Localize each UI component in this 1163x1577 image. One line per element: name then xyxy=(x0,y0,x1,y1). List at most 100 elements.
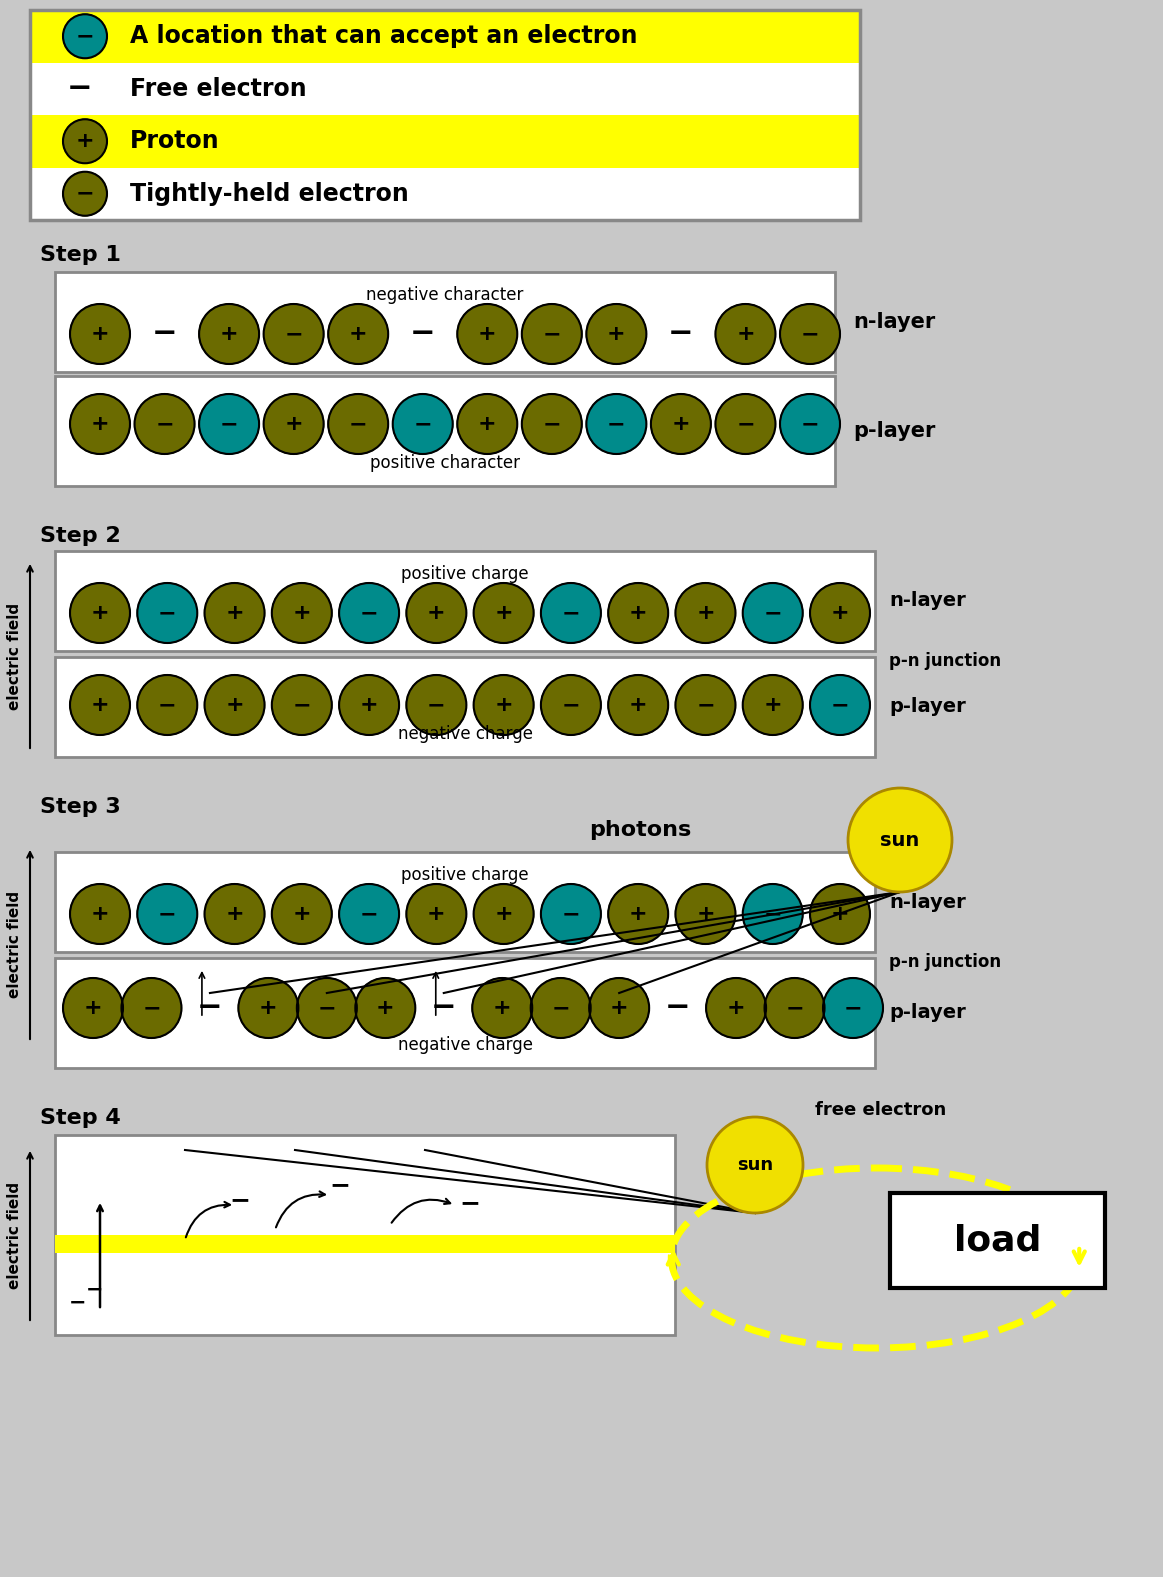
Text: −: − xyxy=(431,994,457,1022)
Circle shape xyxy=(272,675,331,735)
Circle shape xyxy=(541,885,601,945)
Bar xyxy=(55,271,835,372)
Text: −: − xyxy=(413,415,431,434)
Circle shape xyxy=(340,885,399,945)
Text: +: + xyxy=(607,323,626,344)
Text: +: + xyxy=(736,323,755,344)
Text: −: − xyxy=(158,904,177,924)
Circle shape xyxy=(70,304,130,364)
Bar xyxy=(30,115,859,167)
Text: +: + xyxy=(76,131,94,151)
Circle shape xyxy=(340,675,399,735)
Text: −: − xyxy=(359,602,378,623)
Text: −: − xyxy=(736,415,755,434)
Circle shape xyxy=(743,885,802,945)
Circle shape xyxy=(199,394,259,454)
Circle shape xyxy=(809,675,870,735)
Circle shape xyxy=(651,394,711,454)
Text: +: + xyxy=(349,323,368,344)
Text: Tightly-held electron: Tightly-held electron xyxy=(130,181,408,205)
Circle shape xyxy=(541,583,601,643)
Circle shape xyxy=(780,394,840,454)
Text: +: + xyxy=(697,904,715,924)
Text: −: − xyxy=(317,998,336,1019)
Text: −: − xyxy=(800,323,819,344)
Bar xyxy=(55,1235,675,1254)
Text: −: − xyxy=(562,904,580,924)
Text: +: + xyxy=(494,904,513,924)
Circle shape xyxy=(135,394,194,454)
Circle shape xyxy=(530,978,591,1038)
Circle shape xyxy=(70,885,130,945)
Text: +: + xyxy=(284,415,302,434)
Circle shape xyxy=(137,583,198,643)
Text: negative charge: negative charge xyxy=(398,725,533,743)
Text: −: − xyxy=(697,695,715,714)
Bar xyxy=(55,957,875,1068)
Text: −: − xyxy=(785,998,804,1019)
Text: +: + xyxy=(671,415,690,434)
Text: −: − xyxy=(142,998,160,1019)
Text: −: − xyxy=(155,415,173,434)
Text: +: + xyxy=(830,602,849,623)
Text: −: − xyxy=(542,415,561,434)
Circle shape xyxy=(590,978,649,1038)
Circle shape xyxy=(406,583,466,643)
Text: n-layer: n-layer xyxy=(889,893,965,912)
Text: n-layer: n-layer xyxy=(889,591,965,610)
Circle shape xyxy=(70,675,130,735)
Text: +: + xyxy=(91,602,109,623)
Text: −: − xyxy=(562,695,580,714)
Text: +: + xyxy=(609,998,628,1019)
Circle shape xyxy=(743,583,802,643)
Circle shape xyxy=(780,304,840,364)
Text: +: + xyxy=(493,998,512,1019)
Text: positive charge: positive charge xyxy=(401,866,529,885)
Text: −: − xyxy=(229,1187,250,1213)
Text: −: − xyxy=(843,998,862,1019)
Text: −: − xyxy=(198,994,222,1022)
Circle shape xyxy=(238,978,299,1038)
Circle shape xyxy=(472,978,533,1038)
Circle shape xyxy=(848,788,952,893)
Bar xyxy=(55,1135,675,1336)
Circle shape xyxy=(328,304,388,364)
Circle shape xyxy=(63,14,107,58)
Text: −: − xyxy=(607,415,626,434)
Circle shape xyxy=(715,394,776,454)
Circle shape xyxy=(473,885,534,945)
Circle shape xyxy=(715,304,776,364)
Circle shape xyxy=(264,394,323,454)
Text: +: + xyxy=(259,998,278,1019)
Circle shape xyxy=(522,394,582,454)
Circle shape xyxy=(707,1117,802,1213)
Circle shape xyxy=(541,675,601,735)
Text: Step 1: Step 1 xyxy=(40,244,121,265)
Circle shape xyxy=(297,978,357,1038)
Text: +: + xyxy=(220,323,238,344)
Text: electric field: electric field xyxy=(7,602,22,710)
Circle shape xyxy=(199,304,259,364)
Text: load: load xyxy=(954,1224,1041,1257)
Circle shape xyxy=(328,394,388,454)
Circle shape xyxy=(70,394,130,454)
Circle shape xyxy=(522,304,582,364)
Text: p-n junction: p-n junction xyxy=(889,651,1001,670)
Circle shape xyxy=(264,304,323,364)
Text: −: − xyxy=(220,415,238,434)
Text: +: + xyxy=(84,998,102,1019)
Circle shape xyxy=(764,978,825,1038)
Text: −: − xyxy=(158,602,177,623)
Text: sun: sun xyxy=(737,1156,773,1173)
Text: −: − xyxy=(459,1191,480,1214)
Text: −: − xyxy=(763,904,782,924)
Text: +: + xyxy=(91,415,109,434)
Text: +: + xyxy=(427,602,445,623)
Text: +: + xyxy=(226,695,244,714)
Text: A location that can accept an electron: A location that can accept an electron xyxy=(130,24,637,49)
Text: +: + xyxy=(727,998,745,1019)
Circle shape xyxy=(676,885,735,945)
Text: −: − xyxy=(427,695,445,714)
Circle shape xyxy=(121,978,181,1038)
Bar xyxy=(55,550,875,651)
